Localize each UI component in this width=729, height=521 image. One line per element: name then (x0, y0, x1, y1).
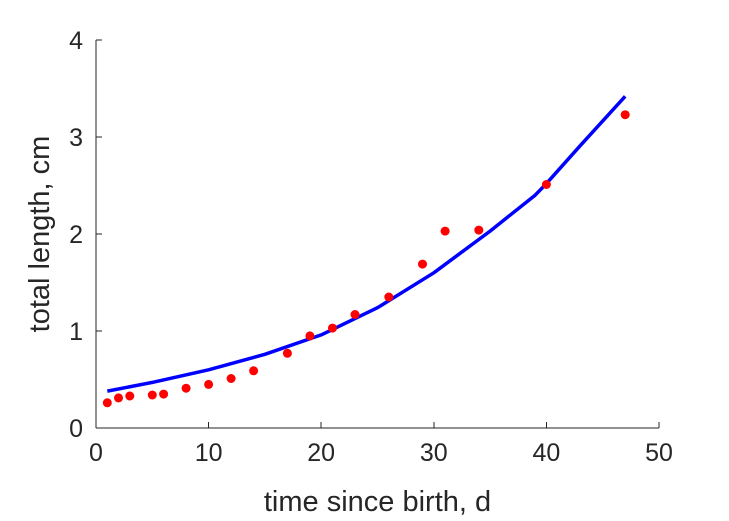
data-point (159, 389, 169, 399)
data-point (204, 379, 214, 389)
data-point (541, 180, 551, 189)
data-point (440, 226, 450, 236)
data-point (114, 393, 123, 403)
data-point (125, 391, 135, 401)
data-point (305, 331, 315, 341)
data-point (181, 383, 191, 393)
x-tick-label: 50 (645, 439, 673, 467)
x-tick-label: 30 (420, 439, 448, 467)
data-point (147, 390, 157, 400)
data-point (474, 225, 484, 235)
model-fit-line (106, 95, 627, 393)
y-tick-label: 1 (69, 318, 83, 346)
y-tick-label: 3 (69, 124, 83, 152)
y-tick-label: 4 (69, 27, 83, 55)
data-point (418, 259, 427, 269)
plot-area (102, 95, 630, 408)
data-point (226, 374, 236, 383)
data-point (350, 310, 360, 319)
data-point (620, 110, 630, 120)
y-tick-label: 0 (69, 415, 83, 443)
x-axis-ticks: 0 10 20 30 40 50 (89, 422, 673, 467)
y-axis-ticks: 0 1 2 3 4 (69, 27, 102, 443)
data-point (102, 398, 112, 408)
data-point (328, 323, 337, 333)
x-tick-label: 20 (307, 439, 335, 467)
x-tick-label: 10 (195, 439, 223, 467)
x-axis-title: time since birth, d (264, 486, 491, 518)
data-point (249, 366, 259, 376)
y-axis-title: total length, cm (24, 136, 56, 333)
x-tick-label: 0 (89, 439, 103, 467)
x-tick-label: 40 (532, 439, 560, 467)
data-point (282, 348, 292, 358)
y-tick-label: 2 (69, 221, 83, 249)
data-point (384, 292, 394, 302)
